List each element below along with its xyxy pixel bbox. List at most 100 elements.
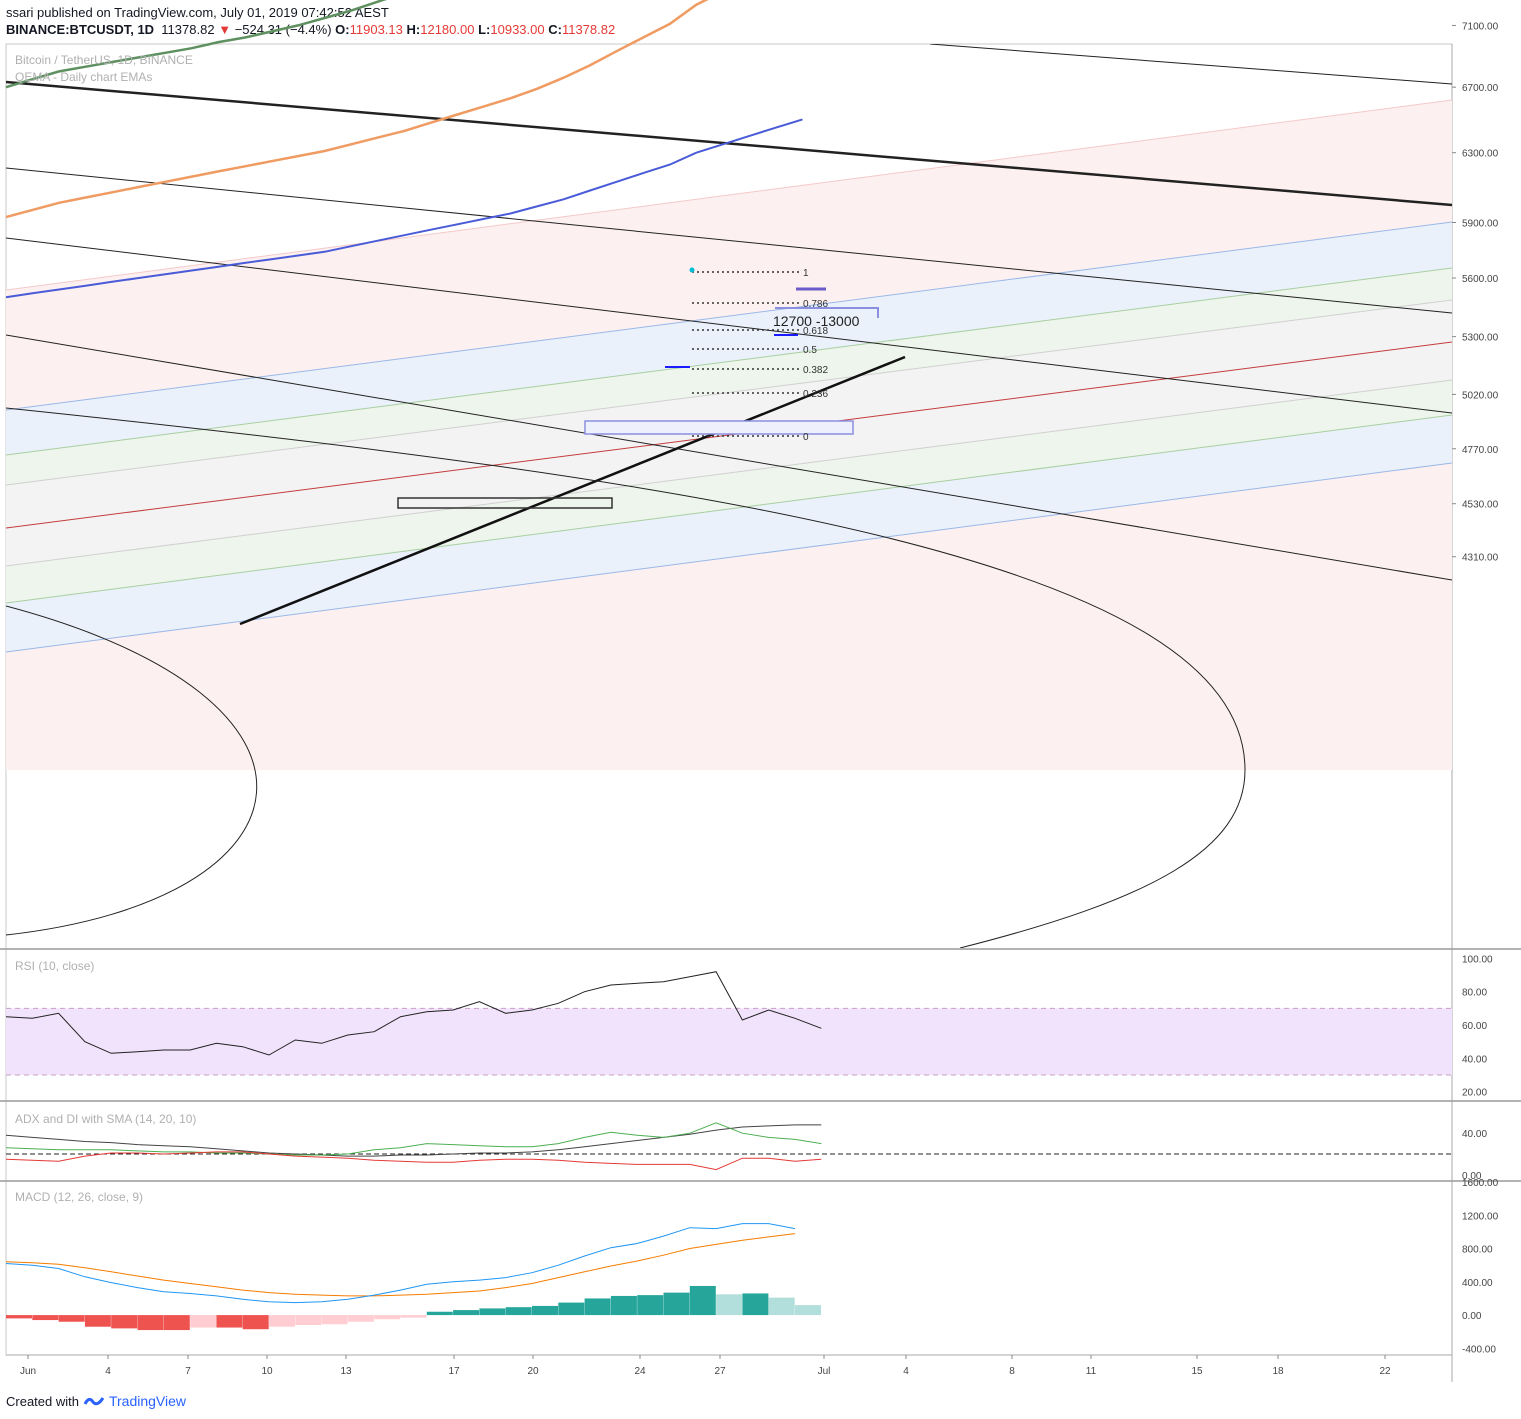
adx-series-line-1 xyxy=(5,1122,822,1156)
ema-blue-line xyxy=(5,118,803,299)
ema-orange-line xyxy=(5,0,709,219)
y-tick-label: 7100.00 xyxy=(1462,21,1499,32)
macd-tick-label: 800.00 xyxy=(1462,1245,1493,1256)
target-annotation: 12700 -13000 xyxy=(773,313,860,329)
fib-level-label: 0.786 xyxy=(803,299,828,310)
macd-tick-label: 1600.00 xyxy=(1462,1178,1499,1189)
x-tick-label: 18 xyxy=(1272,1366,1284,1377)
target-bracket xyxy=(775,307,879,318)
rsi-tick-label: 100.00 xyxy=(1462,954,1493,965)
macd-histogram-bar xyxy=(137,1315,164,1331)
down-arrow-icon: ▼ xyxy=(218,22,232,37)
macd-line xyxy=(5,1223,796,1304)
macd-histogram-bar xyxy=(532,1305,558,1316)
x-tick-label: 17 xyxy=(448,1366,460,1377)
upper-thin-line xyxy=(929,44,1452,85)
x-tick-label: 7 xyxy=(185,1366,191,1377)
fib-level-label: 1 xyxy=(803,268,809,279)
rsi-title: RSI (10, close) xyxy=(15,959,94,973)
pink-channel-top xyxy=(6,99,1452,291)
x-tick-label: 15 xyxy=(1191,1366,1203,1377)
blue-channel-top xyxy=(6,221,1452,411)
macd-histogram-bar xyxy=(426,1311,453,1316)
fib-anchor xyxy=(689,267,695,273)
x-tick-label: 22 xyxy=(1379,1366,1391,1377)
macd-histogram-bar xyxy=(242,1315,269,1330)
arc-right xyxy=(6,407,1246,948)
y-tick-label: 6700.00 xyxy=(1462,83,1499,94)
low-value: 10933.00 xyxy=(490,22,545,37)
brand-name: TradingView xyxy=(108,1393,187,1409)
close-value: 11378.82 xyxy=(561,22,616,37)
y-tick-label: 4770.00 xyxy=(1462,445,1499,456)
y-tick-label: 4530.00 xyxy=(1462,500,1499,511)
macd-title: MACD (12, 26, close, 9) xyxy=(15,1190,143,1204)
y-tick-label: 5020.00 xyxy=(1462,390,1499,401)
grey-channel-bottom xyxy=(6,379,1452,567)
macd-histogram-bar xyxy=(111,1315,138,1329)
ema-green-line xyxy=(5,0,387,89)
adx-title: ADX and DI with SMA (14, 20, 10) xyxy=(15,1112,196,1126)
macd-histogram-bar xyxy=(716,1294,743,1316)
macd-histogram-bar xyxy=(347,1315,374,1322)
x-tick-label: 8 xyxy=(1009,1366,1015,1377)
macd-histogram-bar xyxy=(374,1315,401,1320)
arc-left xyxy=(6,605,257,936)
x-tick-label: Jun xyxy=(20,1366,36,1377)
thin-line-b xyxy=(6,237,1452,414)
macd-signal-line xyxy=(5,1233,796,1297)
adx-series-line-0 xyxy=(5,1124,822,1157)
close-label: C: xyxy=(548,22,562,37)
macd-histogram-bar xyxy=(216,1315,243,1328)
ohlc-line: BINANCE:BTCUSDT, 1D 11378.82 ▼ −524.31 (… xyxy=(6,22,615,37)
green-channel-bottom xyxy=(6,414,1452,604)
macd-histogram-bar xyxy=(610,1295,637,1316)
x-tick-label: 11 xyxy=(1086,1366,1097,1377)
macd-histogram-bar xyxy=(795,1305,821,1316)
macd-histogram-bar xyxy=(453,1310,480,1316)
publisher-line: ssari published on TradingView.com, July… xyxy=(6,5,389,20)
macd-histogram-bar xyxy=(505,1307,532,1316)
thick-resistance-line xyxy=(6,80,1452,207)
high-label: H: xyxy=(406,22,421,37)
macd-histogram-bar xyxy=(400,1315,427,1318)
adx-series-line-2 xyxy=(5,1151,822,1171)
symbol: BINANCE:BTCUSDT, 1D xyxy=(6,22,155,37)
tradingview-logo-icon xyxy=(83,1397,105,1406)
low-label: L: xyxy=(478,22,491,37)
footer: Created with TradingView xyxy=(6,1393,186,1409)
macd-histogram-bar xyxy=(584,1298,611,1316)
open-value: 11903.13 xyxy=(349,22,403,37)
macd-histogram-bar xyxy=(84,1315,111,1327)
high-value: 12180.00 xyxy=(420,22,475,37)
macd-tick-label: 1200.00 xyxy=(1462,1211,1499,1222)
chart-subtitle: QEMA - Daily chart EMAs xyxy=(15,70,152,84)
chart-marks: 1 0.786 0.618 0.5 0.382 0.236 0 12700 -13000 xyxy=(5,0,1452,1331)
macd-histogram-bar xyxy=(32,1315,59,1321)
x-tick-label: 20 xyxy=(527,1366,539,1377)
macd-histogram-bar xyxy=(479,1308,506,1316)
green-channel-top xyxy=(6,267,1452,456)
macd-histogram-bar xyxy=(58,1315,85,1322)
y-tick-label: 5300.00 xyxy=(1462,333,1499,344)
y-tick-label: 5900.00 xyxy=(1462,218,1499,229)
rsi-tick-label: 60.00 xyxy=(1462,1021,1487,1032)
macd-histogram-bar xyxy=(321,1315,348,1325)
macd-histogram-bar xyxy=(6,1315,32,1319)
macd-histogram-bar xyxy=(163,1315,190,1331)
consolidation-box xyxy=(397,497,613,509)
thin-line-a xyxy=(6,167,1452,314)
support-trendline xyxy=(239,355,906,626)
last-price: 11378.82 xyxy=(161,22,215,37)
macd-histogram-bar xyxy=(269,1315,295,1327)
macd-histogram-bar xyxy=(295,1315,322,1326)
chart-axes: Bitcoin / TetherUS, 1D, BINANCE QEMA - Da… xyxy=(15,21,1499,1377)
y-tick-label: 6300.00 xyxy=(1462,149,1499,160)
thin-line-c xyxy=(6,334,1452,581)
open-label: O: xyxy=(335,22,350,37)
macd-histogram-bar xyxy=(190,1315,217,1328)
adx-tick-label: 40.00 xyxy=(1462,1129,1487,1140)
x-tick-label: 4 xyxy=(903,1366,909,1377)
rsi-tick-label: 80.00 xyxy=(1462,988,1487,999)
